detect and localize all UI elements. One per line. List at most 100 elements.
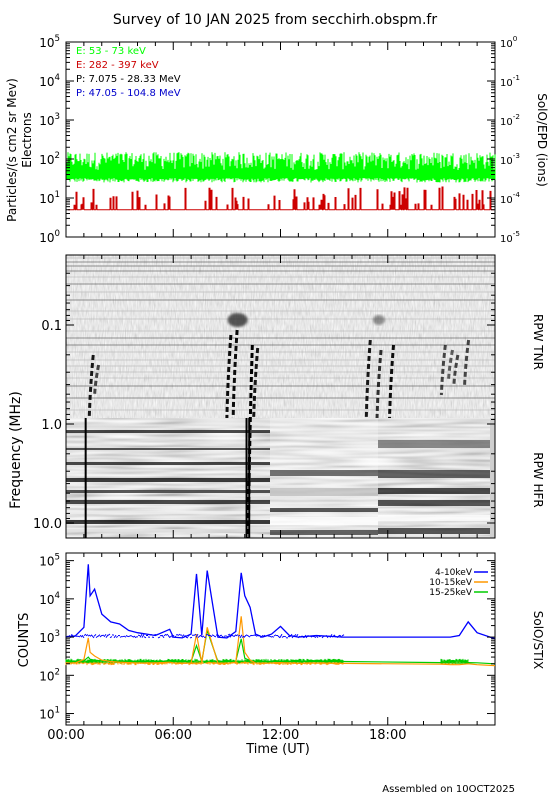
stix-tick-labels: 101 102 103 104 105 — [39, 553, 60, 722]
epd-right-tick-label: 10-3 — [500, 151, 520, 167]
rpw-hfr-stripe — [66, 478, 270, 482]
rpw-tick-label: 10.0 — [33, 517, 62, 532]
epd-left-tick-labels: 100 101 102 103 104 105 — [39, 34, 60, 245]
rpw-tnr-label: RPW TNR — [531, 314, 545, 370]
epd-legend: E: 53 - 73 keV E: 282 - 397 keV P: 7.075 -… — [76, 46, 181, 99]
rpw-radio-bursts — [84, 313, 471, 539]
stix-tick-label: 105 — [39, 553, 60, 569]
series-electrons-282-397kev — [68, 186, 494, 211]
rpw-radio-burst — [252, 347, 260, 419]
stix-x-axis-ticks — [65, 553, 496, 725]
stix-series-4-10kev — [65, 564, 496, 640]
rpw-hfr-stripe — [270, 530, 378, 535]
rpw-radio-burst — [231, 329, 239, 419]
rpw-tnr-background — [66, 255, 495, 418]
rpw-hfr-bands — [66, 418, 495, 538]
x-axis-tick-labels: 00:00 06:00 12:00 18:00 — [47, 728, 406, 743]
stix-series-10-15kev — [66, 616, 496, 667]
rpw-hfr-stripe — [66, 448, 270, 450]
rpw-radio-burst — [87, 354, 95, 419]
footer-assembled: Assembled on 10OCT2025 — [382, 784, 515, 795]
stix-legend-label: 15-25keV — [429, 588, 473, 598]
epd-right-tick-label: 10-2 — [500, 112, 520, 128]
rpw-hfr-edge — [490, 418, 495, 538]
rpw-radio-burst — [447, 349, 454, 381]
rpw-tick-label: 1.0 — [41, 418, 62, 433]
rpw-hfr-stripe — [378, 440, 490, 448]
rpw-hfr-stripe — [66, 529, 270, 532]
stix-noise-4-10kev — [65, 633, 345, 639]
rpw-y-axis-ticks — [66, 272, 495, 524]
epd-legend-entry: P: 7.075 - 28.33 MeV — [76, 74, 181, 85]
stix-noise-15-25kev — [440, 658, 469, 664]
stix-tick-label: 104 — [39, 591, 60, 607]
epd-left-tick-label: 100 — [39, 229, 60, 245]
x-axis-label: Time (UT) — [245, 742, 310, 757]
rpw-tick-labels: 0.1 1.0 10.0 — [33, 319, 62, 532]
epd-right-tick-labels: 10-5 10-4 10-3 10-2 10-1 100 — [500, 34, 520, 245]
rpw-hfr-stripe — [378, 500, 490, 506]
rpw-hfr-stripe — [270, 488, 378, 496]
x-tick-label: 00:00 — [47, 728, 84, 743]
epd-legend-entry: P: 47.05 - 104.8 MeV — [76, 88, 181, 99]
rpw-hfr-label: RPW HFR — [531, 452, 545, 508]
epd-ylabel-left-1: Particles/(s cm2 sr Mev) — [5, 78, 19, 222]
x-tick-label: 12:00 — [262, 728, 299, 743]
rpw-hfr-stripe — [66, 500, 270, 504]
rpw-hfr-stripe — [378, 528, 490, 534]
stix-tick-label: 103 — [39, 629, 60, 645]
epd-left-tick-label: 104 — [39, 73, 60, 89]
rpw-radio-burst — [452, 354, 460, 386]
rpw-tick-label: 0.1 — [41, 319, 62, 334]
epd-left-tick-label: 105 — [39, 34, 60, 50]
rpw-radio-burst — [93, 364, 101, 396]
stix-ylabel: COUNTS — [17, 613, 32, 668]
epd-ylabel-right: SolO/EPD (ions) — [535, 93, 549, 187]
rpw-hfr-stripe — [378, 515, 490, 521]
epd-right-tick-label: 100 — [500, 34, 518, 50]
rpw-hfr-stripe — [66, 430, 270, 433]
series-line-electrons-282-397kev — [68, 186, 494, 211]
rpw-burst-blob — [227, 313, 248, 327]
x-tick-label: 18:00 — [369, 728, 406, 743]
stix-ylabel-right: SolO/STIX — [531, 611, 545, 670]
stix-legend-label: 10-15keV — [429, 578, 473, 588]
rpw-radio-burst — [463, 339, 471, 386]
epd-left-tick-label: 101 — [39, 190, 60, 206]
rpw-hfr-stripe — [66, 490, 270, 493]
rpw-radio-burst — [388, 344, 396, 419]
stix-plot-frame — [65, 552, 496, 726]
epd-left-tick-label: 103 — [39, 112, 60, 128]
epd-right-tick-label: 10-4 — [500, 190, 520, 206]
epd-legend-entry: E: 53 - 73 keV — [76, 46, 146, 57]
rpw-hfr-stripe — [66, 520, 270, 524]
x-tick-label: 06:00 — [155, 728, 192, 743]
rpw-hfr-stripe — [66, 511, 270, 514]
stix-tick-label: 101 — [39, 706, 60, 722]
epd-y-axis-ticks — [66, 41, 495, 238]
rpw-radio-burst — [225, 334, 233, 419]
epd-x-axis-ticks — [65, 42, 496, 237]
rpw-ylabel: Frequency (MHz) — [8, 391, 24, 509]
rpw-hfr-stripe — [270, 517, 378, 525]
stix-series — [65, 564, 496, 667]
rpw-hfr-stripe — [378, 488, 490, 494]
rpw-panel: 0.1 1.0 10.0 Frequency (MHz) RPW TNR RPW H… — [8, 254, 545, 539]
rpw-x-axis-ticks — [65, 255, 496, 538]
rpw-hfr-stripe — [270, 508, 378, 512]
stix-y-axis-ticks — [66, 560, 495, 723]
stix-tick-label: 102 — [39, 667, 60, 683]
rpw-burst-blob — [372, 315, 385, 325]
rpw-hfr-stripe — [66, 462, 270, 465]
epd-right-tick-label: 10-5 — [500, 229, 520, 245]
rpw-hfr-stripe — [378, 470, 490, 478]
rpw-radio-burst — [375, 349, 383, 419]
rpw-hfr-stripe — [270, 470, 378, 476]
epd-ylabel-left-2: Electrons — [20, 112, 34, 167]
epd-left-tick-label: 102 — [39, 151, 60, 167]
rpw-radio-burst — [439, 344, 447, 396]
